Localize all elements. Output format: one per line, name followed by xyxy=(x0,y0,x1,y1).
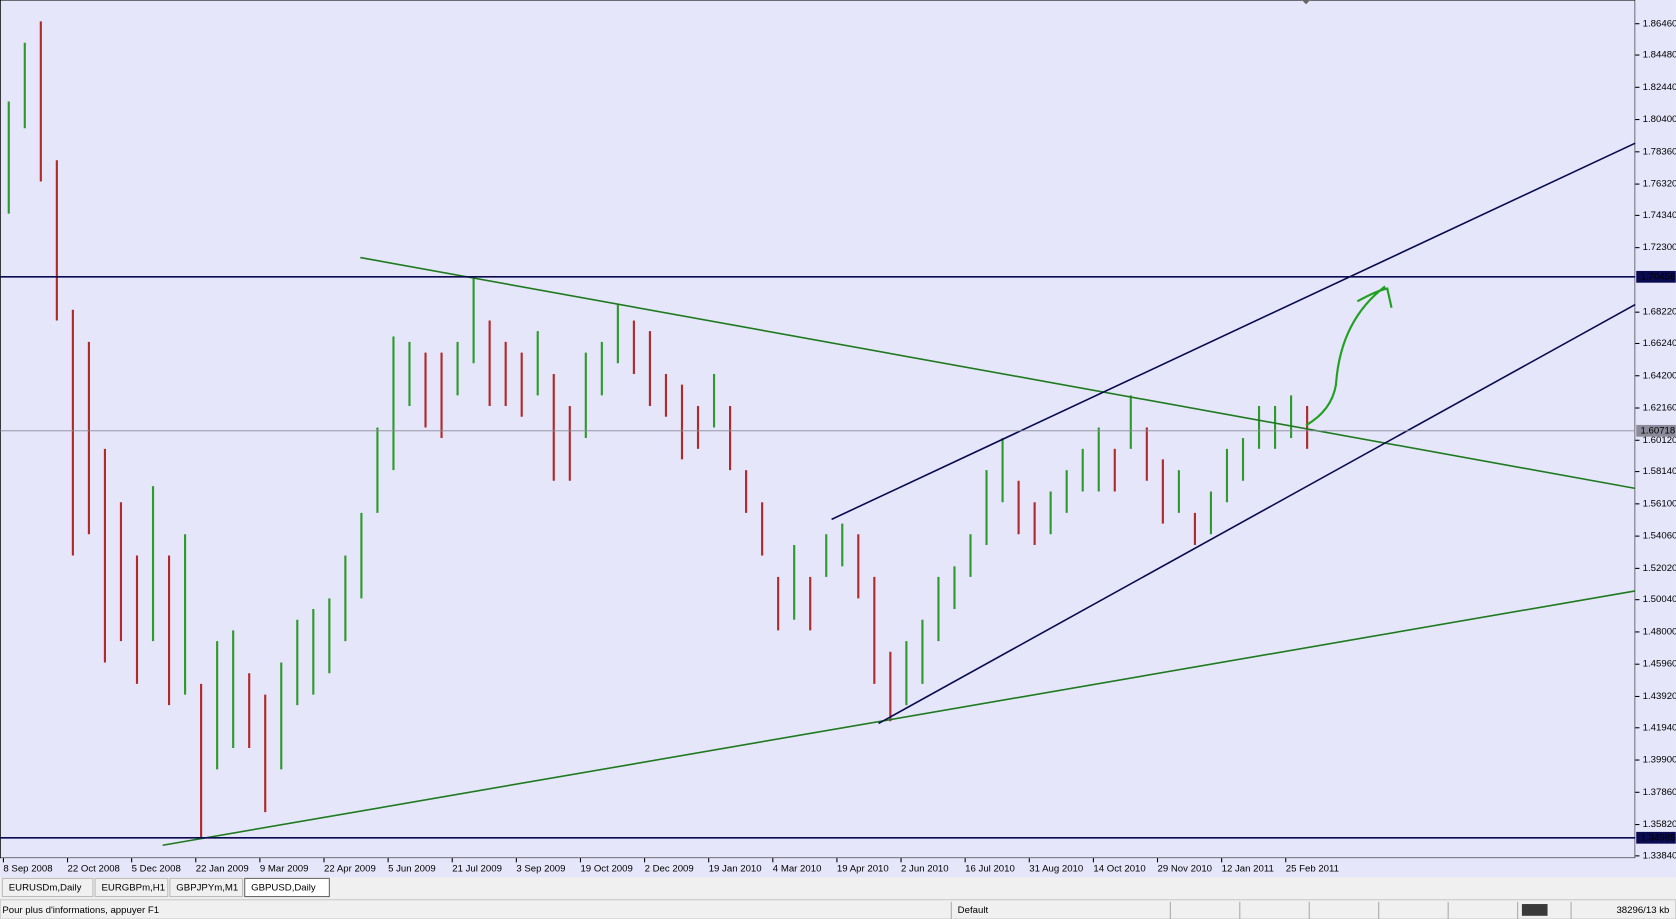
x-tick-label: 19 Jan 2010 xyxy=(709,863,762,874)
axes: 1.33840 1.35820 1.37860 1.39900 1.41940 1.439… xyxy=(0,18,1676,874)
status-bar xyxy=(0,899,1676,919)
hand-arrowhead xyxy=(1356,287,1393,308)
tabs: EURUSDm,Daily EURGBPm,H1 GBPJPYm,M1 GBPUSD,… xyxy=(1,877,330,898)
tab-label: EURUSDm,Daily xyxy=(9,883,82,894)
y-tick-label: 1.52020 xyxy=(1643,563,1676,574)
x-tick-label: 4 Mar 2010 xyxy=(773,863,822,874)
y-tick-label: 1.56100 xyxy=(1643,498,1676,509)
tab-label: EURGBPm,H1 xyxy=(102,883,166,894)
x-tick-label: 22 Apr 2009 xyxy=(324,863,376,874)
y-tick-label: 1.58140 xyxy=(1643,466,1676,477)
y-tick-label: 1.50040 xyxy=(1643,594,1676,605)
hand-arrow xyxy=(1305,285,1386,427)
trendline xyxy=(360,256,1636,490)
y-tick-label: 1.76320 xyxy=(1643,179,1676,190)
y-tick-label: 1.37860 xyxy=(1643,787,1676,798)
x-tick-label: 3 Sep 2009 xyxy=(516,863,565,874)
y-tick-label: 1.60120 xyxy=(1643,435,1676,446)
x-tick-label: 5 Jun 2009 xyxy=(388,863,436,874)
x-tick-label: 2 Jun 2010 xyxy=(901,863,949,874)
tab[interactable] xyxy=(1,877,94,898)
scroll-marker xyxy=(1301,0,1311,5)
y-tick-label: 1.54060 xyxy=(1643,531,1676,542)
x-tick-label: 22 Jan 2009 xyxy=(196,863,249,874)
y-tick-label: 1.48000 xyxy=(1643,626,1676,637)
y-tick-label: 1.78360 xyxy=(1643,146,1676,157)
connection-indicator xyxy=(1521,904,1548,916)
y-tick-label: 1.41940 xyxy=(1643,722,1676,733)
y-tick-label: 1.68220 xyxy=(1643,307,1676,318)
tab-label: GBPUSD,Daily xyxy=(251,883,316,894)
chart-area xyxy=(0,0,1636,859)
price-level-label: 1.34985 xyxy=(1641,832,1676,843)
y-tick-label: 1.35820 xyxy=(1643,819,1676,830)
x-tick-label: 25 Feb 2011 xyxy=(1286,863,1339,874)
y-tick-label: 1.45960 xyxy=(1643,659,1676,670)
time-axis xyxy=(0,858,1676,878)
status-profile: Default xyxy=(958,905,989,916)
tab-label: GBPJPYm,M1 xyxy=(176,883,238,894)
tab-bar xyxy=(0,877,1676,899)
x-tick-label: 2 Dec 2009 xyxy=(645,863,694,874)
x-tick-label: 16 Jul 2010 xyxy=(965,863,1015,874)
x-tick-label: 14 Oct 2010 xyxy=(1093,863,1145,874)
y-tick-label: 1.74340 xyxy=(1643,210,1676,221)
x-tick-label: 22 Oct 2008 xyxy=(68,863,120,874)
price-level-label: 1.60718 xyxy=(1641,425,1676,436)
y-tick-label: 1.39900 xyxy=(1643,755,1676,766)
status-help: Pour plus d'informations, appuyer F1 xyxy=(2,905,159,916)
y-tick-label: 1.72300 xyxy=(1643,242,1676,253)
y-tick-label: 1.84480 xyxy=(1643,50,1676,61)
x-tick-label: 19 Apr 2010 xyxy=(837,863,889,874)
status-traffic: 38296/13 kb xyxy=(1616,905,1669,916)
x-tick-label: 31 Aug 2010 xyxy=(1029,863,1083,874)
y-tick-label: 1.82440 xyxy=(1643,82,1676,93)
y-tick-label: 1.43920 xyxy=(1643,691,1676,702)
trendline xyxy=(162,590,1636,847)
price-level-box xyxy=(1636,424,1676,437)
y-tick-label: 1.80400 xyxy=(1643,114,1676,125)
x-tick-label: 5 Dec 2008 xyxy=(132,863,181,874)
x-tick-label: 21 Jul 2009 xyxy=(452,863,502,874)
x-tick-label: 19 Oct 2009 xyxy=(580,863,632,874)
tab[interactable] xyxy=(169,877,244,898)
x-tick-label: 12 Jan 2011 xyxy=(1222,863,1274,874)
tab[interactable] xyxy=(94,877,169,898)
y-tick-label: 1.64200 xyxy=(1643,370,1676,381)
y-tick-label: 1.66240 xyxy=(1643,338,1676,349)
x-tick-label: 29 Nov 2010 xyxy=(1158,863,1213,874)
y-tick-label: 1.86460 xyxy=(1643,18,1676,29)
y-tick-label: 1.62160 xyxy=(1643,403,1676,414)
bars xyxy=(7,21,1309,839)
x-tick-label: 8 Sep 2008 xyxy=(3,863,52,874)
y-tick-label: 1.33840 xyxy=(1643,850,1676,861)
price-level-box xyxy=(1636,270,1676,283)
trendline xyxy=(831,142,1636,521)
trendline xyxy=(878,303,1636,725)
price-level-box xyxy=(1636,831,1676,844)
tab[interactable] xyxy=(244,877,330,898)
trendlines xyxy=(162,142,1636,847)
x-tick-label: 9 Mar 2009 xyxy=(260,863,309,874)
price-level-label: 1.70456 xyxy=(1641,271,1676,282)
